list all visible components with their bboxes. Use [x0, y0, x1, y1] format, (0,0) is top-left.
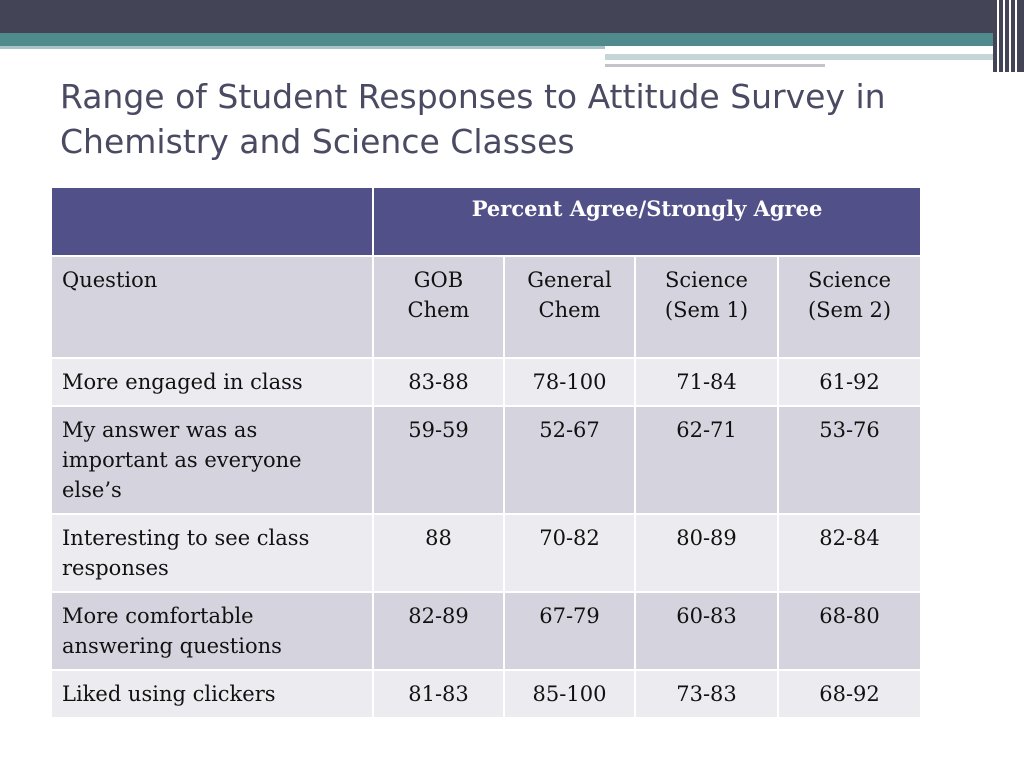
table-row: Liked using clickers 81-83 85-100 73-83 … — [50, 669, 923, 719]
value-cell: 59-59 — [372, 405, 505, 515]
value-cell: 80-89 — [634, 513, 779, 593]
value-cell: 67-79 — [503, 591, 636, 671]
header-corner-stripes — [993, 0, 1024, 72]
table-row: Interesting to see class responses 88 70… — [50, 513, 923, 593]
value-cell: 81-83 — [372, 669, 505, 719]
header-band-accent — [605, 46, 965, 54]
header-blank-cell — [50, 186, 374, 257]
value-cell: 68-80 — [776, 591, 923, 671]
question-cell: Liked using clickers — [50, 669, 374, 719]
header-band-accent — [0, 46, 605, 49]
question-cell: Interesting to see class responses — [50, 513, 374, 593]
value-cell: 68-92 — [776, 669, 923, 719]
value-cell: 88 — [372, 513, 505, 593]
group-header: Percent Agree/Strongly Agree — [371, 186, 923, 257]
survey-table: Percent Agree/Strongly Agree Question GO… — [50, 186, 923, 719]
value-cell: 71-84 — [634, 357, 779, 407]
header-band-accent — [605, 60, 905, 64]
value-cell: 83-88 — [372, 357, 505, 407]
value-cell: 53-76 — [776, 405, 923, 515]
header-band-accent — [605, 64, 825, 67]
header-band-accent — [605, 54, 995, 60]
value-cell: 78-100 — [503, 357, 636, 407]
table-header-row: Percent Agree/Strongly Agree — [50, 186, 923, 257]
value-cell: 60-83 — [634, 591, 779, 671]
column-header-row: Question GOB Chem General Chem Science (… — [50, 255, 923, 359]
value-cell: 61-92 — [776, 357, 923, 407]
value-cell: 82-89 — [372, 591, 505, 671]
value-cell: 85-100 — [503, 669, 636, 719]
table-row: More engaged in class 83-88 78-100 71-84… — [50, 357, 923, 407]
slide-title: Range of Student Responses to Attitude S… — [60, 77, 886, 161]
header-band-teal — [0, 33, 1024, 46]
value-cell: 73-83 — [634, 669, 779, 719]
value-cell: 52-67 — [503, 405, 636, 515]
value-cell: 82-84 — [776, 513, 923, 593]
table-row: My answer was as important as everyone e… — [50, 405, 923, 515]
question-cell: My answer was as important as everyone e… — [50, 405, 374, 515]
question-cell: More comfortable answering questions — [50, 591, 374, 671]
column-header-science-sem1: Science (Sem 1) — [634, 255, 779, 359]
question-cell: More engaged in class — [50, 357, 374, 407]
header-band-dark — [0, 0, 1024, 33]
column-header-question: Question — [50, 255, 374, 359]
column-header-science-sem2: Science (Sem 2) — [776, 255, 923, 359]
value-cell: 62-71 — [634, 405, 779, 515]
value-cell: 70-82 — [503, 513, 636, 593]
column-header-gob-chem: GOB Chem — [372, 255, 505, 359]
table-row: More comfortable answering questions 82-… — [50, 591, 923, 671]
column-header-general-chem: General Chem — [503, 255, 636, 359]
